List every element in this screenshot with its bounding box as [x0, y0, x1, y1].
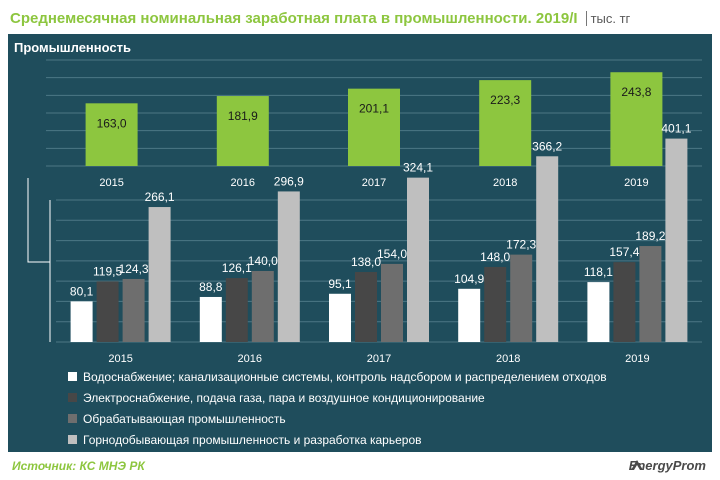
- bar: [199, 296, 222, 342]
- bar-value-label: 324,1: [403, 161, 433, 175]
- bar: [122, 278, 145, 342]
- x-tick-label: 2018: [496, 353, 520, 365]
- unit-label: тыс. тг: [585, 11, 630, 26]
- brand-name: EnergyProm: [628, 458, 706, 473]
- legend-label-electricity: Электроснабжение, подача газа, пара и во…: [83, 390, 485, 405]
- x-tick-label: 2015: [108, 353, 132, 365]
- bar-value-label: 401,1: [661, 122, 691, 136]
- bar-value-label: 88,8: [199, 280, 223, 294]
- legend-item-water: Водоснабжение; канализационные системы, …: [68, 366, 708, 387]
- connector-line: [27, 178, 50, 263]
- page-title: Среднемесячная номинальная заработная пл…: [10, 10, 578, 27]
- source-note: Источник: КС МНЭ РК: [12, 459, 145, 473]
- header: Среднемесячная номинальная заработная пл…: [10, 10, 630, 34]
- bar: [381, 263, 403, 342]
- bar-value-label: 366,2: [532, 139, 562, 153]
- legend-swatch-manufacturing: [68, 414, 77, 423]
- bar-value-label: 80,1: [70, 284, 94, 298]
- bar: [613, 262, 636, 342]
- legend-item-manufacturing: Обрабатывающая промышленность: [68, 408, 708, 429]
- bar: [70, 301, 93, 342]
- bar-value-label: 118,1: [584, 265, 613, 279]
- bar-value-label: 140,0: [248, 254, 278, 268]
- bar: [536, 156, 559, 342]
- footer: Источник: КС МНЭ РК EnergyProm: [0, 452, 720, 480]
- x-tick-label: 2017: [367, 353, 391, 365]
- legend-label-water: Водоснабжение; канализационные системы, …: [83, 369, 607, 384]
- bar-value-label: 201,1: [359, 102, 389, 116]
- legend-swatch-water: [68, 372, 77, 381]
- bar-value-label: 181,9: [228, 109, 258, 123]
- bar-value-label: 157,4: [609, 245, 639, 259]
- bar: [329, 293, 351, 342]
- energyprom-logo-icon: [630, 460, 643, 470]
- bar: [665, 138, 688, 342]
- bar-value-label: 163,0: [97, 116, 127, 130]
- bar-value-label: 189,2: [635, 229, 665, 243]
- bar: [479, 80, 532, 166]
- bar-value-label: 95,1: [328, 277, 352, 291]
- bar-value-label: 148,0: [480, 250, 510, 264]
- bar: [355, 272, 377, 342]
- bar: [148, 207, 171, 342]
- bar: [639, 246, 662, 342]
- legend-item-electricity: Электроснабжение, подача газа, пара и во…: [68, 387, 708, 408]
- bar-value-label: 172,3: [506, 238, 536, 252]
- bar-value-label: 104,9: [454, 272, 484, 286]
- x-tick-label: 2019: [625, 353, 649, 365]
- x-tick-label: 2019: [624, 177, 648, 189]
- bar: [85, 103, 138, 166]
- bar: [277, 191, 300, 342]
- bar: [610, 72, 663, 166]
- bar: [510, 254, 533, 342]
- legend-item-mining: Горнодобывающая промышленность и разрабо…: [68, 429, 708, 450]
- bar: [96, 281, 119, 342]
- bar-value-label: 138,0: [351, 255, 381, 269]
- bar: [587, 282, 610, 342]
- legend-label-mining: Горнодобывающая промышленность и разрабо…: [83, 432, 422, 447]
- x-tick-label: 2017: [362, 177, 386, 189]
- legend-swatch-mining: [68, 435, 77, 444]
- legend: Водоснабжение; канализационные системы, …: [68, 366, 708, 450]
- bar: [348, 88, 400, 166]
- x-tick-label: 2015: [99, 177, 123, 189]
- brand: EnergyProm: [629, 458, 706, 473]
- legend-label-manufacturing: Обрабатывающая промышленность: [83, 411, 286, 426]
- bar: [251, 271, 274, 342]
- bar: [225, 278, 248, 342]
- bar-value-label: 296,9: [274, 174, 304, 188]
- bar-value-label: 243,8: [621, 85, 651, 99]
- bar: [484, 266, 507, 342]
- chart-title: Промышленность: [14, 40, 131, 55]
- bar-value-label: 119,5: [93, 264, 122, 278]
- bar: [216, 96, 269, 166]
- bar: [407, 177, 429, 342]
- bar-value-label: 126,1: [222, 261, 252, 275]
- bar-value-label: 223,3: [490, 93, 520, 107]
- bar-value-label: 154,0: [377, 247, 407, 261]
- x-tick-label: 2018: [493, 177, 517, 189]
- bar-value-label: 266,1: [145, 190, 175, 204]
- bar: [458, 288, 481, 342]
- x-tick-label: 2016: [238, 353, 262, 365]
- x-tick-label: 2016: [231, 177, 255, 189]
- bar-value-label: 124,3: [119, 262, 149, 276]
- legend-swatch-electricity: [68, 393, 77, 402]
